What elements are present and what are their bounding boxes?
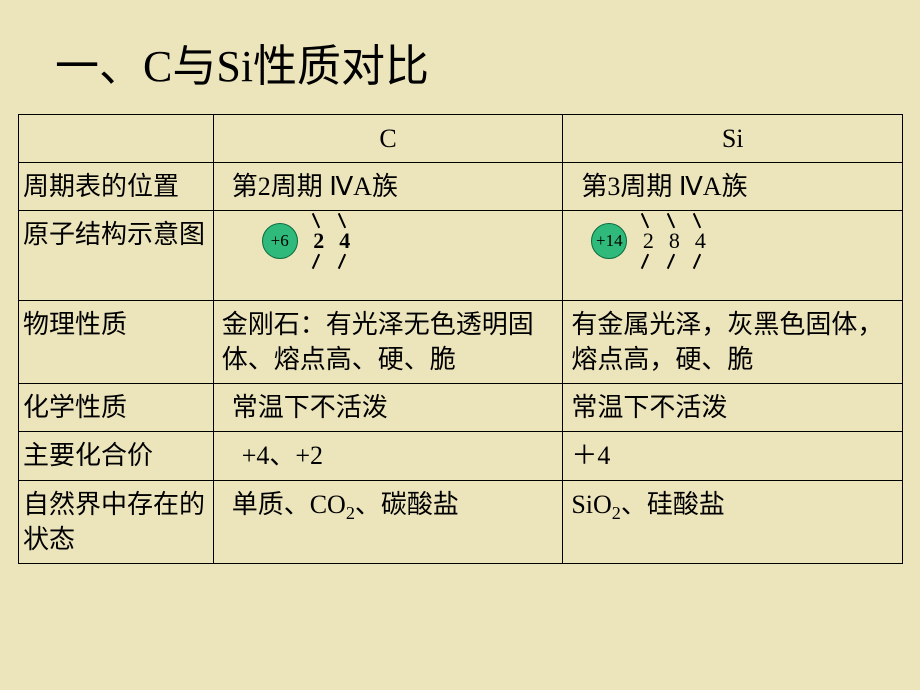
c-physical: 金刚石：有光泽无色透明固体、熔点高、硬、脆 [213,301,563,384]
si-nature-pre: SiO [571,490,611,519]
c-nature-pre: 单质、CO [232,490,346,519]
header-row: C Si [19,115,903,163]
si-valence: ＋4 [563,432,903,480]
c-nature: 单质、CO2、碳酸盐 [213,480,563,563]
si-atom-diagram: +14 2 8 4 [571,217,713,259]
label-position: 周期表的位置 [19,163,214,211]
si-shell-2: 8 [661,226,687,256]
label-atom: 原子结构示意图 [19,211,214,301]
c-valence: +4、+2 [213,432,563,480]
row-nature: 自然界中存在的状态 单质、CO2、碳酸盐 SiO2、硅酸盐 [19,480,903,563]
c-shell-1: 2 [306,226,332,256]
si-shell-3: 4 [687,226,713,256]
label-physical: 物理性质 [19,301,214,384]
si-atom: +14 2 8 4 [563,211,903,301]
label-nature: 自然界中存在的状态 [19,480,214,563]
c-nature-sub: 2 [346,503,355,523]
si-nature: SiO2、硅酸盐 [563,480,903,563]
header-c: C [213,115,563,163]
c-shell-2: 4 [332,226,358,256]
c-chemical: 常温下不活泼 [213,384,563,432]
si-position: 第3周期 ⅣA族 [563,163,903,211]
si-nature-sub: 2 [612,503,621,523]
row-physical: 物理性质 金刚石：有光泽无色透明固体、熔点高、硬、脆 有金属光泽，灰黑色固体，熔… [19,301,903,384]
row-position: 周期表的位置 第2周期 ⅣA族 第3周期 ⅣA族 [19,163,903,211]
si-nucleus: +14 [591,223,627,259]
c-atom-diagram: +6 2 4 [222,217,358,259]
si-shell-1: 2 [635,226,661,256]
si-physical: 有金属光泽，灰黑色固体，熔点高，硬、脆 [563,301,903,384]
comparison-table: C Si 周期表的位置 第2周期 ⅣA族 第3周期 ⅣA族 原子结构示意图 +6… [18,114,903,564]
row-valence: 主要化合价 +4、+2 ＋4 [19,432,903,480]
header-blank [19,115,214,163]
si-shells: 2 8 4 [635,226,713,256]
si-chemical: 常温下不活泼 [563,384,903,432]
label-chemical: 化学性质 [19,384,214,432]
header-si: Si [563,115,903,163]
label-valence: 主要化合价 [19,432,214,480]
c-atom: +6 2 4 [213,211,563,301]
c-nucleus: +6 [262,223,298,259]
slide-title: 一、C与Si性质对比 [0,0,920,114]
row-chemical: 化学性质 常温下不活泼 常温下不活泼 [19,384,903,432]
c-nature-post: 、碳酸盐 [355,490,459,519]
c-shells: 2 4 [306,226,358,256]
c-position: 第2周期 ⅣA族 [213,163,563,211]
si-nature-post: 、硅酸盐 [621,490,725,519]
row-atom: 原子结构示意图 +6 2 4 +14 2 8 4 [19,211,903,301]
